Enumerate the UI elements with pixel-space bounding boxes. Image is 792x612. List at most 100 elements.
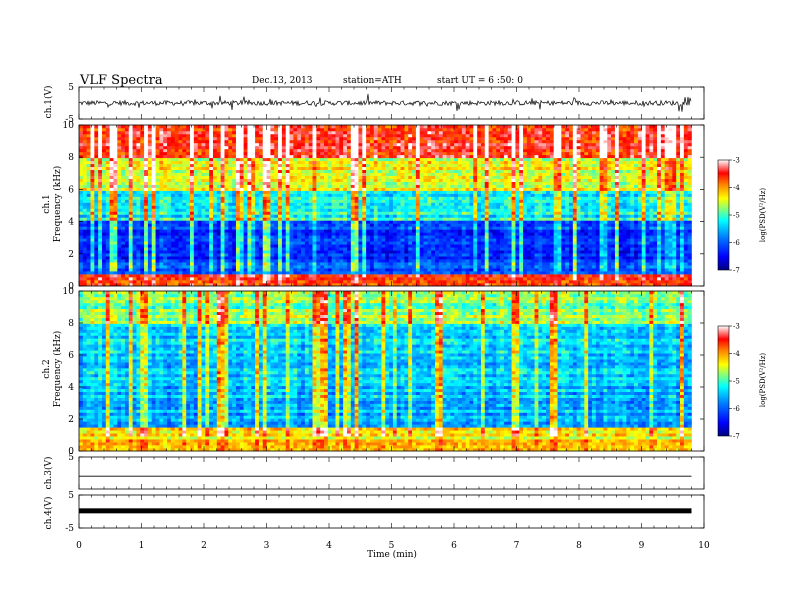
spectrogram-cell [534, 271, 539, 275]
spectrogram-cell [546, 265, 551, 269]
spectrogram-cell [427, 253, 432, 257]
spectrogram-cell [408, 220, 413, 224]
spectrogram-cell [274, 193, 279, 197]
spectrogram-cell [151, 247, 156, 251]
spectrogram-cell [557, 208, 562, 212]
spectrogram-cell [220, 247, 225, 251]
spectrogram-cell [442, 265, 447, 269]
spectrogram-cell [293, 235, 298, 239]
spectrogram-cell [190, 223, 195, 227]
spectrogram-cell [649, 268, 654, 272]
spectrogram-cell [477, 262, 482, 266]
spectrogram-cell [611, 199, 616, 203]
spectrogram-cell [538, 271, 543, 275]
spectrogram-cell [392, 250, 398, 254]
spectrogram-cell [412, 229, 417, 233]
spectrogram-cell [569, 277, 574, 281]
spectrogram-cell [362, 259, 367, 263]
spectrogram-cell [503, 235, 509, 239]
spectrogram-cell [480, 277, 486, 281]
spectrogram-cell [101, 271, 107, 275]
spectrogram-cell [419, 268, 424, 272]
spectrogram-cell [113, 211, 118, 215]
spectrogram-cell [599, 217, 604, 221]
spectrogram-cell [595, 262, 600, 266]
spectrogram-cell [507, 214, 512, 218]
spectrogram-cell [324, 247, 329, 251]
spectrogram-cell [301, 199, 306, 203]
spectrogram-cell [235, 262, 241, 266]
spectrogram-cell [109, 211, 114, 215]
spectrogram-cell [565, 262, 570, 266]
spectrogram-cell [599, 223, 604, 227]
spectrogram-cell [519, 196, 524, 200]
spectrogram-cell [546, 208, 551, 212]
spectrogram-cell [569, 196, 574, 200]
spectrogram-cell [243, 220, 248, 224]
spectrogram-cell [549, 256, 554, 260]
spectrogram-cell [381, 271, 386, 275]
spectrogram-cell [86, 193, 91, 197]
spectrogram-cell [603, 196, 608, 200]
spectrogram-cell [664, 211, 669, 215]
spectrogram-cell [155, 214, 160, 218]
spectrogram-cell [634, 262, 639, 266]
spectrogram-cell [442, 271, 447, 275]
spectrogram-cell [205, 250, 210, 254]
spectrogram-cell [174, 280, 179, 284]
spectrogram-cell [676, 265, 681, 269]
spectrogram-cell [569, 274, 574, 278]
spectrogram-cell [607, 241, 612, 245]
spectrogram-cell [117, 274, 122, 278]
spectrogram-cell [335, 214, 340, 218]
spectrogram-cell [266, 229, 271, 233]
spectrogram-cell [641, 256, 646, 260]
spectrogram-cell [369, 277, 375, 281]
spectrogram-cell [408, 229, 413, 233]
spectrogram-cell [128, 220, 133, 224]
spectrogram-cell [484, 202, 489, 206]
spectrogram-cell [109, 262, 114, 266]
spectrogram-cell [553, 274, 558, 278]
spectrogram-cell [109, 265, 114, 269]
spectrogram-cell [668, 238, 673, 242]
spectrogram-cell [653, 259, 658, 263]
spectrogram-cell [415, 253, 421, 257]
spectrogram-cell [584, 208, 589, 212]
spectrogram-cell [144, 220, 149, 224]
spectrogram-cell [362, 211, 367, 215]
spectrogram-cell [569, 250, 574, 254]
spectrogram-cell [101, 268, 107, 272]
spectrogram-cell [105, 241, 110, 245]
spectrogram-cell [469, 259, 474, 263]
spectrogram-cell [515, 256, 520, 260]
spectrogram-cell [201, 235, 206, 239]
spectrogram-cell [212, 202, 218, 206]
spectrogram-cell [584, 214, 589, 218]
spectrogram-cell [519, 241, 524, 245]
spectrogram-cell [251, 196, 256, 200]
spectrogram-cell [163, 208, 168, 212]
spectrogram-cell [454, 202, 459, 206]
spectrogram-cell [507, 229, 512, 233]
spectrogram-cell [377, 256, 382, 260]
spectrogram-cell [174, 253, 179, 257]
spectrogram-cell [128, 208, 133, 212]
spectrogram-cell [297, 208, 302, 212]
spectrogram-cell [611, 268, 616, 272]
spectrogram-cell [170, 259, 176, 263]
spectrogram-cell [258, 265, 264, 269]
spectrogram-cell [343, 193, 348, 197]
spectrogram-cell [672, 280, 677, 284]
spectrogram-cell [201, 280, 206, 284]
spectrogram-cell [534, 238, 539, 242]
spectrogram-cell [186, 247, 191, 251]
spectrogram-cell [350, 193, 355, 197]
spectrogram-cell [657, 229, 662, 233]
spectrogram-cell [457, 280, 463, 284]
spectrogram-cell [507, 247, 512, 251]
spectrogram-cell [660, 220, 666, 224]
spectrogram-cell [431, 220, 436, 224]
spectrogram-cell [297, 235, 302, 239]
spectrogram-cell [591, 253, 597, 257]
